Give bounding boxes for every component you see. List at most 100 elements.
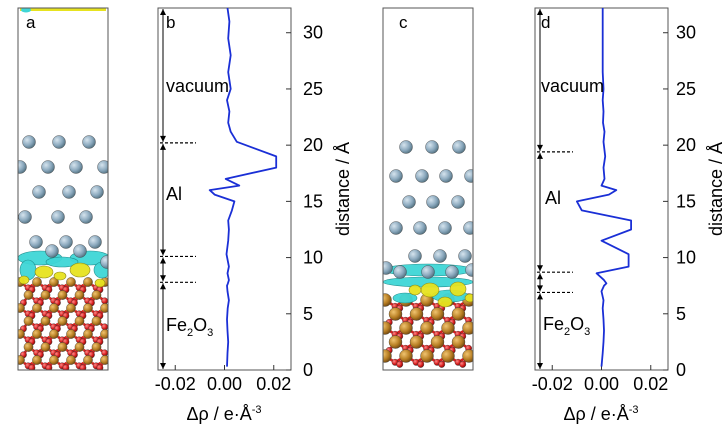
y-axis-title-d: distance / Å: [706, 142, 726, 236]
isosurface: [18, 8, 108, 288]
aluminium-atom-0: [399, 140, 413, 154]
y-tick-label-d-3: 15: [676, 191, 696, 211]
sub-3: 3: [584, 326, 590, 338]
region-label-al-b: Al: [166, 184, 182, 204]
plot-b: [160, 7, 291, 371]
iron-atom-22: [18, 329, 25, 339]
y-tick-label-b-5: 25: [303, 79, 323, 99]
aluminium-atom-17: [73, 244, 87, 258]
arrowhead-b-1-low: [160, 275, 166, 282]
region-label-al-d: Al: [545, 188, 561, 208]
y-tick-label-d-0: 0: [676, 360, 686, 380]
aluminium-atom-14: [408, 249, 422, 263]
aluminium-atom-7: [32, 185, 46, 199]
iron-atom-21: [441, 349, 455, 363]
oxygen-atom-20: [101, 297, 108, 305]
arrowhead-b-3-high: [160, 9, 166, 15]
iron-atom-14: [388, 335, 403, 349]
iron-atom-33: [18, 355, 25, 365]
y-tick-label-b-0: 0: [303, 360, 313, 380]
arrowhead-d-0-low: [537, 363, 543, 369]
oxygen-atom-45: [459, 360, 467, 368]
isosurface-top-edge-cyan: [21, 8, 31, 13]
isosurface-cyan-2: [45, 256, 79, 268]
aluminium-atom-8: [426, 195, 440, 209]
x-tick-label-d-2: 0.02: [633, 374, 668, 394]
iron-atom-31: [74, 342, 85, 352]
x-axis-title-sup: -3: [252, 404, 262, 416]
iron-atom-35: [49, 355, 59, 365]
oxygen-atom-71: [45, 364, 53, 370]
sub-2: 2: [187, 327, 193, 339]
region-label-fe2o3-b: Fe2O3: [166, 315, 213, 339]
isosurface-yellow-3: [437, 296, 453, 308]
iron-atom-28: [23, 342, 34, 352]
y-tick-label-d-6: 30: [676, 23, 696, 43]
iron-atom-3: [66, 277, 76, 287]
oxygen-atom-64: [101, 349, 108, 357]
y-axis-title-b: distance / Å: [333, 142, 353, 236]
oxygen-atom-75: [79, 364, 87, 370]
aluminium-atom-1: [425, 140, 439, 154]
x-tick-label-d-0: -0.02: [532, 374, 573, 394]
iron-atom-24: [49, 329, 59, 339]
iron-atom-10: [399, 321, 413, 335]
x-tick-label-b-1: 0.00: [207, 374, 242, 394]
oxygen-atom-32: [110, 311, 116, 317]
aluminium-atom-18: [393, 265, 407, 279]
iron-atom-13: [462, 321, 473, 335]
x-tick-label-b-2: 0.02: [256, 374, 291, 394]
density-curve-b: [208, 7, 278, 367]
y-tick-labels-b: 0 5 10 15 20 25 30: [303, 23, 323, 380]
fe-text: Fe: [166, 315, 187, 335]
isosurface-yellow-1: [449, 281, 467, 297]
aluminium-atom-4: [41, 160, 55, 174]
region-label-fe2o3-d: Fe2O3: [543, 314, 590, 338]
aluminium-atom-17: [383, 261, 393, 275]
arrowhead-d-0-high: [537, 293, 543, 300]
panel-a: a: [17, 7, 116, 371]
isosurface-yellow-1: [69, 262, 91, 278]
arrowhead-b-2-high: [160, 143, 166, 150]
arrowhead-d-3-low: [537, 144, 543, 151]
iron-atom-17: [451, 335, 466, 349]
x-axis-title-sup: -3: [629, 404, 639, 416]
iron-atom-22: [462, 349, 473, 363]
iron-atom-8: [57, 290, 68, 300]
iron-atom-11: [18, 303, 25, 313]
o-text: O: [193, 315, 207, 335]
y-tick-label-d-4: 20: [676, 135, 696, 155]
iron-atom-16: [100, 303, 108, 313]
o-text: O: [570, 314, 584, 334]
density-curve-d: [576, 8, 632, 367]
panel-c-frame: [382, 7, 474, 371]
iron-atom-19: [57, 316, 68, 326]
aluminium-atom-21: [465, 263, 473, 277]
oxygen-atom-41: [417, 360, 425, 368]
iron-atom-10: [91, 290, 102, 300]
arrowhead-d-1-high: [537, 273, 543, 280]
structure-a: [18, 8, 116, 370]
aluminium-atom-5: [69, 160, 83, 174]
panel-a-frame: [17, 7, 109, 371]
iron-atom-17: [23, 316, 34, 326]
aluminium-atom-10: [18, 210, 32, 224]
aluminium-atom-9: [90, 185, 104, 199]
oxygen-atom-37: [376, 361, 382, 367]
oxygen-atom-1: [18, 288, 19, 292]
iron-atom-11: [420, 321, 434, 335]
iron-atom-18: [383, 349, 392, 363]
y-tick-labels-d: 0 5 10 15 20 25 30: [676, 23, 696, 380]
iron-atom-34: [32, 355, 42, 365]
aluminium-atom-6: [464, 169, 473, 183]
iron-atom-32: [91, 342, 102, 352]
iron-atom-20: [420, 349, 434, 363]
aluminium-atom-15: [88, 235, 102, 249]
aluminium-atom-10: [389, 221, 403, 235]
isosurface-yellow-4: [464, 293, 473, 303]
x-tick-label-d-1: 0.00: [584, 374, 619, 394]
arrowhead-d-3-high: [537, 9, 543, 15]
region-label-vacuum-d: vacuum: [541, 76, 604, 96]
iron-atom-27: [100, 329, 108, 339]
iron-atom-15: [409, 335, 424, 349]
